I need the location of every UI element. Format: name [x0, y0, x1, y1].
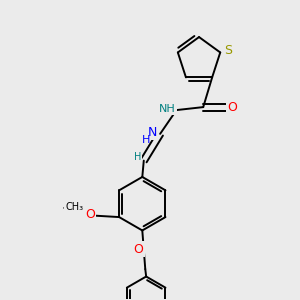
Text: methoxy: methoxy — [62, 206, 80, 210]
Text: H: H — [142, 135, 150, 146]
Text: N: N — [148, 126, 158, 139]
Text: O: O — [227, 100, 237, 114]
Text: O: O — [85, 208, 95, 221]
Text: H: H — [134, 152, 141, 162]
Text: S: S — [224, 44, 232, 57]
Text: NH: NH — [159, 103, 176, 114]
Text: CH₃: CH₃ — [65, 202, 83, 212]
Text: O: O — [134, 243, 143, 256]
